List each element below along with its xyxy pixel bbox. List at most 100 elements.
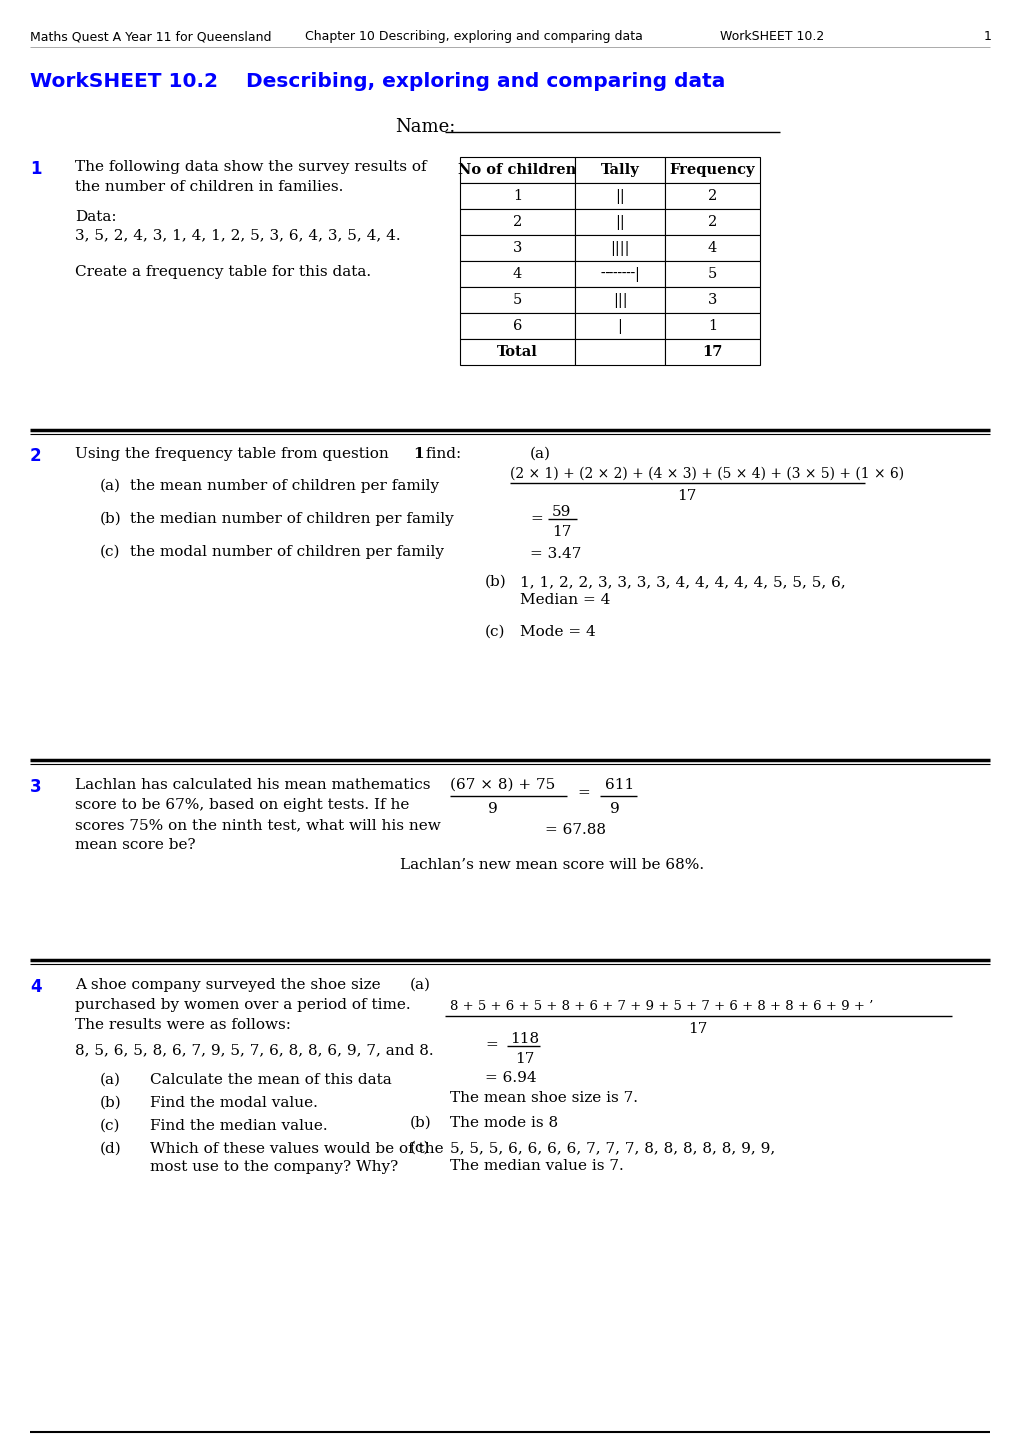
Text: 2: 2 (30, 447, 42, 465)
Text: (67 × 8) + 75: (67 × 8) + 75 (449, 778, 554, 792)
Text: 5: 5 (707, 267, 716, 281)
Bar (460, 313, 575, 339)
Text: The following data show the survey results of: The following data show the survey resul… (75, 160, 426, 175)
Bar (460, 235, 575, 261)
Text: the median number of children per family: the median number of children per family (129, 512, 453, 527)
Bar (664, 157, 759, 183)
Text: 17: 17 (702, 345, 722, 359)
Bar (664, 313, 759, 339)
Bar (664, 183, 759, 209)
Text: Chapter 10 Describing, exploring and comparing data: Chapter 10 Describing, exploring and com… (305, 30, 642, 43)
Text: ||||: |||| (609, 241, 629, 255)
Text: (b): (b) (410, 1115, 431, 1130)
Text: (c): (c) (100, 545, 120, 558)
Text: 5, 5, 5, 6, 6, 6, 6, 7, 7, 7, 8, 8, 8, 8, 8, 9, 9,: 5, 5, 5, 6, 6, 6, 6, 7, 7, 7, 8, 8, 8, 8… (449, 1141, 774, 1154)
Bar (575, 339, 664, 365)
Text: Maths Quest A Year 11 for Queensland: Maths Quest A Year 11 for Queensland (30, 30, 271, 43)
Text: the mean number of children per family: the mean number of children per family (129, 479, 439, 494)
Text: purchased by women over a period of time.: purchased by women over a period of time… (75, 999, 411, 1012)
Text: 4: 4 (513, 267, 522, 281)
Bar (664, 235, 759, 261)
Bar (664, 339, 759, 365)
Text: find:: find: (421, 447, 461, 460)
Text: 8 + 5 + 6 + 5 + 8 + 6 + 7 + 9 + 5 + 7 + 6 + 8 + 8 + 6 + 9 + ’: 8 + 5 + 6 + 5 + 8 + 6 + 7 + 9 + 5 + 7 + … (449, 1000, 872, 1013)
Text: 2: 2 (707, 215, 716, 229)
Text: mean score be?: mean score be? (75, 838, 196, 851)
Text: Median = 4: Median = 4 (520, 593, 609, 608)
Text: = 67.88: = 67.88 (544, 823, 605, 837)
Text: No of children: No of children (458, 163, 576, 177)
Text: (c): (c) (484, 625, 505, 639)
Bar (575, 313, 664, 339)
Text: 9: 9 (487, 802, 497, 815)
Text: 17: 17 (515, 1052, 534, 1066)
Text: Total: Total (496, 345, 537, 359)
Text: (b): (b) (100, 1097, 121, 1110)
Bar (575, 183, 664, 209)
Bar (575, 287, 664, 313)
Text: =: = (484, 1038, 497, 1052)
Text: WorkSHEET 10.2    Describing, exploring and comparing data: WorkSHEET 10.2 Describing, exploring and… (30, 72, 725, 91)
Text: (c): (c) (100, 1118, 120, 1133)
Text: 1: 1 (983, 30, 991, 43)
Bar (575, 261, 664, 287)
Bar (575, 209, 664, 235)
Text: (a): (a) (530, 447, 550, 460)
Bar (664, 209, 759, 235)
Text: (b): (b) (100, 512, 121, 527)
Text: 17: 17 (677, 489, 696, 504)
Text: Using the frequency table from question: Using the frequency table from question (75, 447, 393, 460)
Text: The mode is 8: The mode is 8 (449, 1115, 557, 1130)
Text: (a): (a) (100, 479, 121, 494)
Text: The results were as follows:: The results were as follows: (75, 1017, 290, 1032)
Bar (664, 261, 759, 287)
Text: 17: 17 (551, 525, 571, 540)
Text: (b): (b) (484, 574, 506, 589)
Text: Which of these values would be of the: Which of these values would be of the (150, 1141, 443, 1156)
Text: WorkSHEET 10.2: WorkSHEET 10.2 (719, 30, 823, 43)
Text: 1: 1 (413, 447, 423, 460)
Text: Lachlan has calculated his mean mathematics: Lachlan has calculated his mean mathemat… (75, 778, 430, 792)
Text: =: = (577, 786, 589, 799)
Text: most use to the company? Why?: most use to the company? Why? (150, 1160, 397, 1175)
Text: 3, 5, 2, 4, 3, 1, 4, 1, 2, 5, 3, 6, 4, 3, 5, 4, 4.: 3, 5, 2, 4, 3, 1, 4, 1, 2, 5, 3, 6, 4, 3… (75, 228, 400, 242)
Text: score to be 67%, based on eight tests. If he: score to be 67%, based on eight tests. I… (75, 798, 409, 812)
Bar (575, 235, 664, 261)
Text: 3: 3 (513, 241, 522, 255)
Bar (460, 157, 575, 183)
Text: Find the modal value.: Find the modal value. (150, 1097, 318, 1110)
Text: Name:: Name: (394, 118, 454, 136)
Text: 3: 3 (30, 778, 42, 797)
Text: 59: 59 (551, 505, 571, 519)
Text: 1: 1 (513, 189, 522, 203)
Text: ╌╌╌╌|: ╌╌╌╌| (599, 267, 639, 281)
Text: 1: 1 (30, 160, 42, 177)
Text: 1: 1 (707, 319, 716, 333)
Text: A shoe company surveyed the shoe size: A shoe company surveyed the shoe size (75, 978, 380, 991)
Text: 118: 118 (510, 1032, 539, 1046)
Text: the number of children in families.: the number of children in families. (75, 180, 343, 193)
Text: 611: 611 (604, 778, 634, 792)
Text: 17: 17 (688, 1022, 707, 1036)
Text: The mean shoe size is 7.: The mean shoe size is 7. (449, 1091, 637, 1105)
Bar (460, 261, 575, 287)
Bar (460, 339, 575, 365)
Text: |: | (616, 319, 622, 333)
Text: the modal number of children per family: the modal number of children per family (129, 545, 443, 558)
Text: 5: 5 (513, 293, 522, 307)
Text: scores 75% on the ninth test, what will his new: scores 75% on the ninth test, what will … (75, 818, 440, 833)
Text: = 3.47: = 3.47 (530, 547, 581, 561)
Bar (460, 209, 575, 235)
Text: Create a frequency table for this data.: Create a frequency table for this data. (75, 266, 371, 278)
Text: =: = (530, 512, 542, 527)
Text: ||: || (614, 189, 625, 203)
Text: 4: 4 (30, 978, 42, 996)
Text: (c): (c) (410, 1141, 430, 1154)
Text: Find the median value.: Find the median value. (150, 1118, 327, 1133)
Text: 2: 2 (513, 215, 522, 229)
Text: Calculate the mean of this data: Calculate the mean of this data (150, 1074, 391, 1087)
Text: = 6.94: = 6.94 (484, 1071, 536, 1085)
Text: The median value is 7.: The median value is 7. (449, 1159, 624, 1173)
Text: 9: 9 (609, 802, 620, 815)
Text: ||: || (614, 215, 625, 229)
